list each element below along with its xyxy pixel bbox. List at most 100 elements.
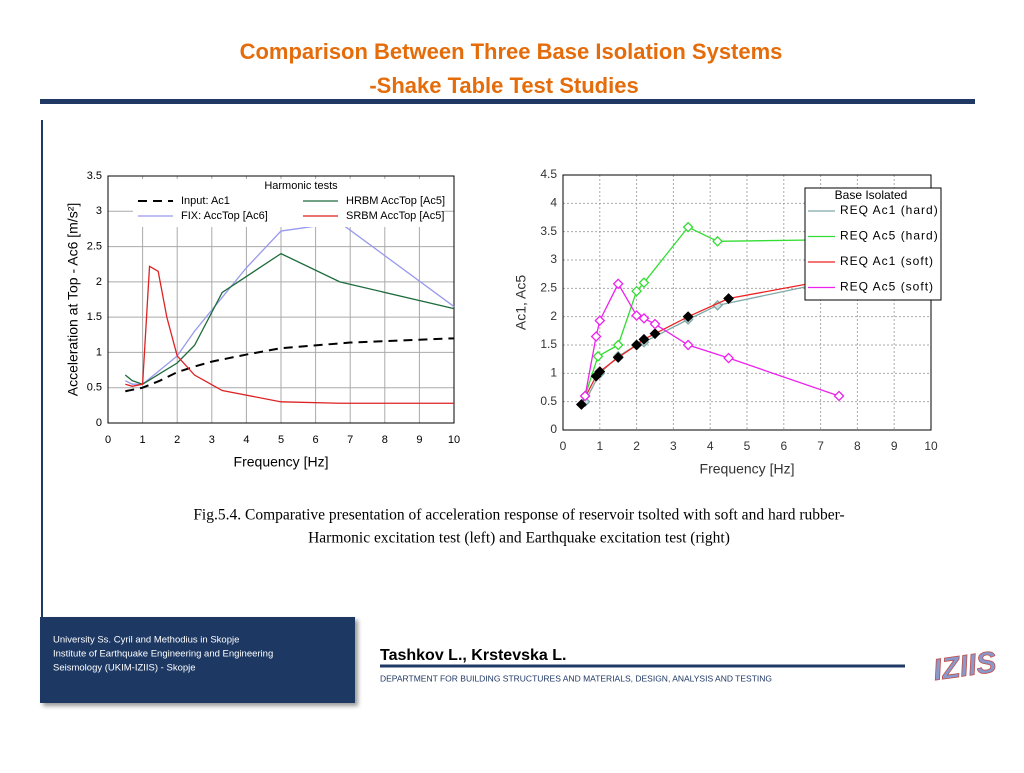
authors: Tashkov L., Krstevska L.	[380, 647, 566, 664]
plot-frame	[562, 174, 932, 431]
slide-title: -Shake Table Test Studies	[369, 73, 638, 98]
x-tick-label: 10	[448, 434, 460, 446]
data-point	[612, 278, 624, 290]
data-point	[579, 390, 591, 402]
x-tick-label: 8	[382, 434, 388, 446]
data-point	[590, 331, 602, 342]
data-point	[723, 352, 735, 364]
y-axis-label: Ac1, Ac5	[513, 275, 529, 330]
data-point	[682, 221, 694, 233]
data-point	[638, 333, 650, 345]
x-tick-label: 9	[891, 439, 898, 453]
caption: Harmonic excitation test (left) and Eart…	[308, 530, 730, 547]
y-tick-label: 2	[96, 276, 102, 288]
data-point	[631, 285, 643, 297]
title-rule	[40, 99, 975, 104]
x-tick-label: 6	[313, 434, 319, 446]
data-point	[638, 277, 650, 289]
series-line	[124, 252, 455, 385]
legend-label: SRBM AccTop [Ac5]	[346, 210, 444, 222]
y-tick-label: 4	[550, 196, 557, 210]
series-line	[125, 265, 454, 404]
y-tick-label: 2.5	[540, 281, 557, 295]
legend-title: Base Isolated	[835, 188, 908, 202]
x-axis-label: Frequency [Hz]	[700, 461, 795, 477]
data-point	[594, 366, 606, 378]
data-point	[682, 339, 694, 351]
x-tick-label: 6	[780, 439, 787, 453]
y-tick-label: 2.5	[87, 240, 102, 252]
data-point	[712, 299, 723, 311]
y-tick-label: 3.5	[87, 170, 102, 182]
data-point	[649, 318, 661, 330]
data-point	[592, 350, 604, 362]
legend-label: REQ Ac1 (soft)	[840, 254, 934, 268]
footer-box	[40, 617, 355, 703]
y-tick-label: 0.5	[540, 394, 557, 408]
data-point	[723, 293, 735, 304]
x-tick-label: 0	[560, 439, 567, 453]
data-point	[682, 311, 694, 323]
y-tick-label: 2	[550, 309, 557, 323]
data-point	[594, 315, 606, 327]
caption: Fig.5.4. Comparative presentation of acc…	[193, 507, 844, 524]
data-point	[612, 339, 624, 351]
data-point	[575, 399, 587, 410]
x-tick-label: 2	[174, 434, 180, 446]
institution: Seismology (UKIM-IZIIS) - Skopje	[53, 663, 196, 674]
y-tick-label: 1	[550, 366, 557, 380]
x-tick-label: 4	[243, 434, 249, 446]
institution: Institute of Earthquake Engineering and …	[53, 649, 273, 660]
x-axis-label: Frequency [Hz]	[234, 454, 329, 470]
y-tick-label: 4.5	[540, 167, 557, 181]
y-tick-label: 0.5	[87, 382, 102, 394]
x-tick-label: 0	[105, 434, 111, 446]
series-line	[125, 337, 455, 393]
data-point	[712, 235, 723, 247]
y-tick-label: 3.5	[540, 224, 557, 238]
legend-label: REQ Ac5 (hard)	[840, 229, 939, 243]
y-tick-label: 0	[96, 417, 102, 429]
department: DEPARTMENT FOR BUILDING STRUCTURES AND M…	[380, 673, 772, 683]
logo: IZIIS	[931, 646, 998, 687]
x-tick-label: 3	[670, 439, 677, 453]
x-tick-label: 1	[596, 439, 603, 453]
x-tick-label: 7	[347, 434, 353, 446]
x-tick-label: 9	[416, 434, 422, 446]
legend-box	[133, 179, 444, 227]
x-tick-label: 1	[140, 434, 146, 446]
x-tick-label: 10	[924, 439, 938, 453]
legend-box	[804, 187, 942, 301]
y-tick-label: 1.5	[540, 337, 557, 351]
x-tick-label: 3	[209, 434, 215, 446]
legend-label: REQ Ac1 (hard)	[840, 203, 939, 217]
legend-title: Harmonic tests	[264, 180, 338, 192]
x-tick-label: 7	[817, 439, 824, 453]
data-point	[631, 339, 643, 351]
data-point	[649, 328, 661, 340]
legend-label: REQ Ac5 (soft)	[840, 280, 934, 294]
data-point	[638, 312, 650, 324]
legend-label: Input: Ac1	[181, 195, 230, 207]
y-tick-label: 3	[550, 252, 557, 266]
x-tick-label: 2	[633, 439, 640, 453]
data-point	[631, 310, 643, 321]
y-tick-label: 1	[96, 346, 102, 358]
institution: University Ss. Cyril and Methodius in Sk…	[53, 635, 239, 646]
data-point	[612, 352, 624, 363]
y-tick-label: 1.5	[87, 311, 102, 323]
legend-label: HRBM AccTop [Ac5]	[346, 195, 445, 207]
x-tick-label: 5	[278, 434, 284, 446]
legend-label: FIX: AccTop [Ac6]	[181, 210, 268, 222]
y-axis-label: Acceleration at Top - Ac6 [m/s²]	[65, 203, 81, 397]
side-rule	[41, 120, 43, 617]
x-tick-label: 8	[854, 439, 861, 453]
x-tick-label: 5	[744, 439, 751, 453]
slide-title: Comparison Between Three Base Isolation …	[240, 39, 783, 64]
x-tick-label: 4	[707, 439, 714, 453]
data-point	[833, 390, 845, 402]
y-tick-label: 0	[550, 422, 557, 436]
y-tick-label: 3	[96, 205, 102, 217]
plot-frame	[107, 175, 455, 424]
